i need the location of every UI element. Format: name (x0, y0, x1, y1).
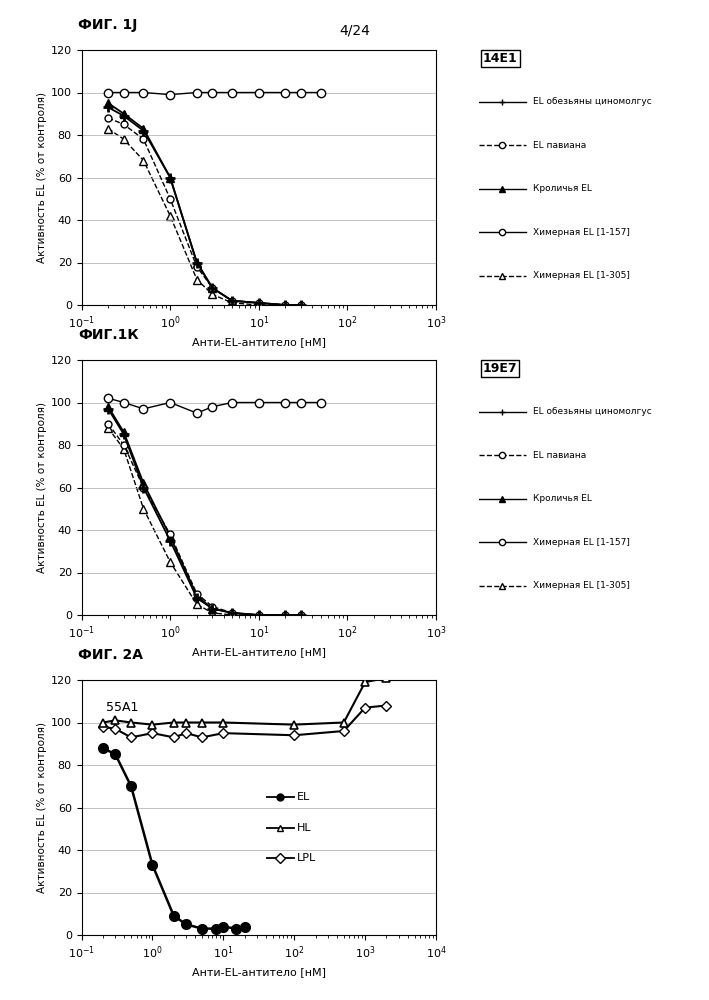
Y-axis label: Активность EL (% от контроля): Активность EL (% от контроля) (37, 722, 47, 893)
Text: HL: HL (297, 823, 312, 833)
Text: 19Е7: 19Е7 (483, 362, 518, 375)
Text: ФИГ.1К: ФИГ.1К (78, 328, 139, 342)
Text: Кроличья EL: Кроличья EL (532, 494, 591, 503)
Text: ФИГ. 1J: ФИГ. 1J (78, 18, 138, 32)
Text: LPL: LPL (297, 853, 316, 863)
Text: EL обезьяны циномолгус: EL обезьяны циномолгус (532, 407, 652, 416)
Text: Химерная EL [1-157]: Химерная EL [1-157] (532, 228, 630, 237)
Text: Кроличья EL: Кроличья EL (532, 184, 591, 193)
Text: 4/24: 4/24 (339, 23, 370, 37)
Text: 14Е1: 14Е1 (483, 52, 518, 65)
Text: Химерная EL [1-157]: Химерная EL [1-157] (532, 538, 630, 547)
Text: EL павиана: EL павиана (532, 451, 586, 460)
Text: 55А1: 55А1 (106, 701, 138, 714)
Y-axis label: Активность EL (% от контроля): Активность EL (% от контроля) (37, 92, 47, 263)
X-axis label: Анти-EL-антитело [нМ]: Анти-EL-антитело [нМ] (192, 967, 325, 977)
Y-axis label: Активность EL (% от контроля): Активность EL (% от контроля) (37, 402, 47, 573)
X-axis label: Анти-EL-антитело [нМ]: Анти-EL-антитело [нМ] (192, 337, 325, 347)
Text: EL павиана: EL павиана (532, 141, 586, 150)
Text: ФИГ. 2А: ФИГ. 2А (78, 648, 143, 662)
X-axis label: Анти-EL-антитело [нМ]: Анти-EL-антитело [нМ] (192, 647, 325, 657)
Text: EL обезьяны циномолгус: EL обезьяны циномолгус (532, 97, 652, 106)
Text: Химерная EL [1-305]: Химерная EL [1-305] (532, 581, 630, 590)
Text: EL: EL (297, 792, 311, 802)
Text: Химерная EL [1-305]: Химерная EL [1-305] (532, 271, 630, 280)
